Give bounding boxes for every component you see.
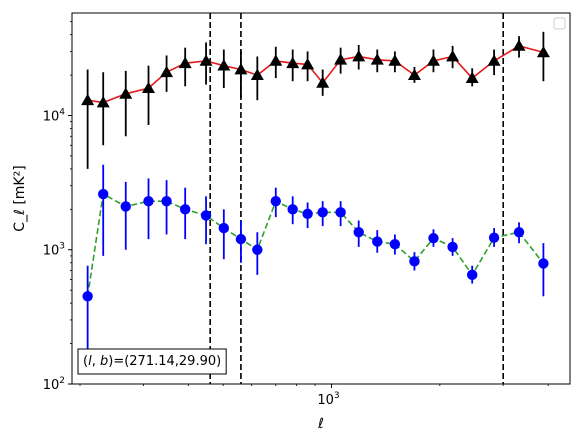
series-2-point-14 bbox=[335, 207, 346, 218]
plot-frame bbox=[71, 12, 571, 385]
series-1-point-7 bbox=[217, 59, 231, 71]
series-2 bbox=[82, 164, 549, 369]
x-tick-label-0: 103 bbox=[317, 391, 339, 408]
series-1 bbox=[81, 31, 550, 169]
series-2-point-1 bbox=[98, 188, 109, 200]
y-tick-label-1: 103 bbox=[43, 242, 65, 259]
series-1-point-17 bbox=[388, 54, 402, 66]
series-2-point-4 bbox=[161, 195, 172, 207]
series-2-point-13 bbox=[317, 207, 328, 218]
series-2-point-8 bbox=[235, 233, 247, 245]
series-2-point-0 bbox=[82, 291, 93, 302]
series-2-point-6 bbox=[200, 210, 212, 221]
series-1-point-13 bbox=[316, 76, 330, 88]
series-1-point-9 bbox=[250, 68, 264, 80]
series-2-point-9 bbox=[252, 244, 263, 255]
series-1-point-16 bbox=[370, 53, 384, 65]
legend-box bbox=[553, 17, 566, 30]
series-1-point-14 bbox=[334, 53, 348, 65]
series-1-point-0 bbox=[81, 93, 95, 106]
axis-ticks: 102 103 104 103 bbox=[43, 21, 549, 408]
series-2-point-10 bbox=[270, 195, 281, 207]
x-axis-label: ℓ bbox=[317, 416, 324, 432]
series-1-point-12 bbox=[301, 57, 315, 70]
series-1-point-8 bbox=[234, 63, 248, 75]
series-2-point-21 bbox=[466, 269, 478, 281]
series-1-point-18 bbox=[407, 68, 421, 80]
series-1-point-24 bbox=[536, 45, 550, 58]
coordinates-annotation: (l, b)=(271.14,29.90) bbox=[77, 348, 227, 375]
series-1-point-2 bbox=[119, 87, 133, 99]
series-2-point-18 bbox=[409, 256, 420, 267]
series-1-point-11 bbox=[286, 56, 300, 69]
series-1-point-10 bbox=[269, 54, 283, 66]
series-2-point-11 bbox=[287, 204, 298, 215]
series-1-point-15 bbox=[352, 50, 366, 62]
series-1-point-20 bbox=[446, 50, 460, 62]
y-tick-label-2: 104 bbox=[43, 107, 66, 124]
series-2-point-12 bbox=[302, 208, 313, 220]
series-1-point-4 bbox=[160, 65, 174, 78]
series-2-point-5 bbox=[179, 204, 191, 215]
series-2-point-2 bbox=[120, 201, 131, 212]
series-2-point-24 bbox=[538, 258, 549, 269]
series-1-point-1 bbox=[96, 95, 110, 108]
series-layer bbox=[81, 31, 550, 369]
series-1-point-19 bbox=[426, 54, 440, 66]
series-2-point-22 bbox=[488, 232, 500, 243]
y-tick-label-0: 102 bbox=[43, 376, 65, 393]
series-2-point-17 bbox=[389, 238, 401, 250]
annotation-box bbox=[77, 348, 227, 375]
series-2-point-19 bbox=[428, 232, 439, 244]
series-1-point-22 bbox=[487, 54, 501, 66]
series-2-point-16 bbox=[372, 236, 383, 247]
series-1-point-23 bbox=[512, 39, 526, 51]
series-2-point-7 bbox=[218, 222, 230, 234]
annotation-text: (l, b)=(271.14,29.90) bbox=[83, 354, 221, 369]
y-axis-label: C_ℓ [mK²] bbox=[12, 165, 28, 231]
vertical-lines-layer bbox=[209, 13, 505, 384]
series-1-point-21 bbox=[465, 71, 479, 83]
series-2-point-15 bbox=[353, 227, 364, 238]
series-2-point-20 bbox=[447, 241, 458, 253]
series-2-point-23 bbox=[513, 227, 525, 238]
series-1-point-5 bbox=[178, 56, 192, 69]
series-1-point-6 bbox=[199, 54, 213, 66]
series-2-point-3 bbox=[143, 195, 154, 207]
series-1-point-3 bbox=[142, 81, 156, 93]
